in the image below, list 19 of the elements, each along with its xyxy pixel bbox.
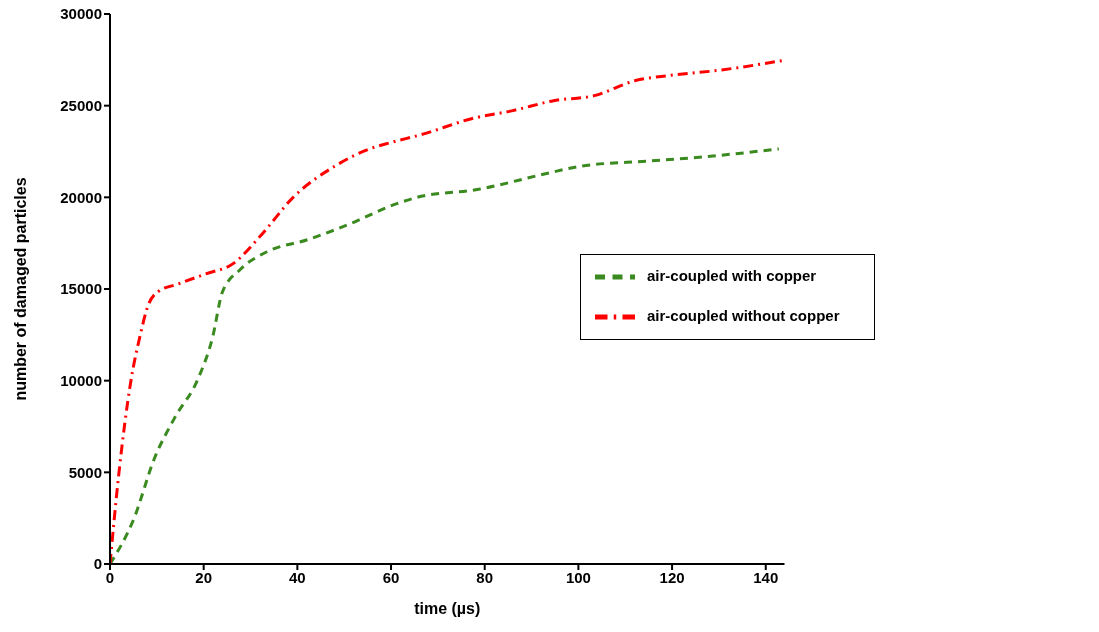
- y-tick-label: 10000: [60, 371, 102, 389]
- y-tick-label: 15000: [60, 280, 102, 298]
- x-tick-label: 20: [195, 568, 213, 586]
- x-tick-label: 140: [753, 568, 779, 586]
- x-tick-label: 40: [289, 568, 306, 586]
- y-tick-label: 25000: [60, 96, 102, 114]
- x-tick-label: 100: [565, 568, 591, 586]
- y-tick-label: 20000: [60, 188, 102, 206]
- legend-label: air-coupled without copper: [647, 307, 840, 325]
- x-tick-label: 0: [105, 568, 115, 586]
- y-tick-label: 5000: [68, 463, 102, 481]
- y-tick-label: 0: [93, 555, 102, 573]
- y-tick-label: 30000: [60, 5, 102, 23]
- x-tick-label: 120: [659, 568, 685, 586]
- x-tick-label: 80: [476, 568, 494, 586]
- legend-label: air-coupled with copper: [647, 267, 817, 285]
- y-axis-title: number of damaged particles: [11, 177, 29, 401]
- x-axis-title: time (µs): [414, 600, 481, 617]
- x-tick-label: 60: [382, 568, 400, 586]
